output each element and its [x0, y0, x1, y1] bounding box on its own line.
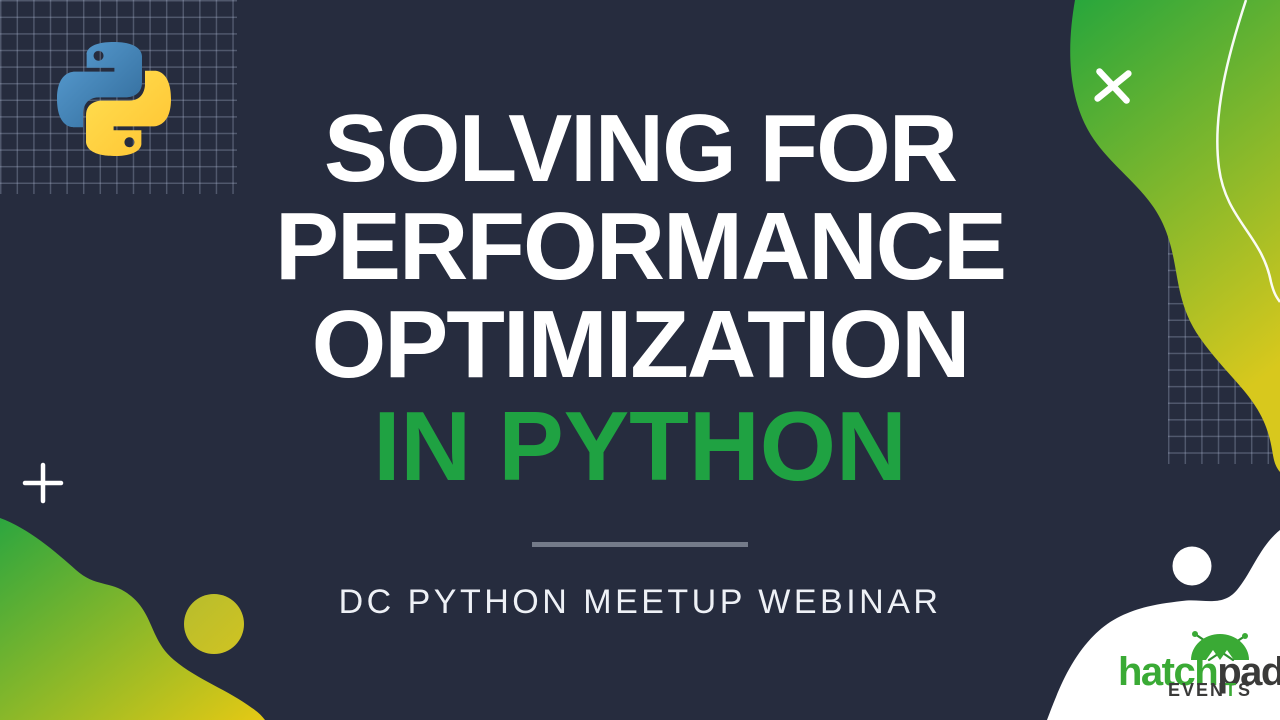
subtitle: DC PYTHON MEETUP WEBINAR — [338, 583, 942, 621]
olive-circle — [184, 594, 244, 654]
python-logo-icon — [57, 42, 171, 156]
title-line-2: PERFORMANCE — [274, 193, 1007, 300]
title-line-accent: IN PYTHON — [373, 391, 907, 501]
green-blob-bottom-left — [0, 518, 265, 720]
tagline-post: S — [1237, 680, 1252, 700]
white-blob-bottom-right — [1047, 530, 1280, 720]
x-mark-icon — [1094, 68, 1132, 104]
brand-word-pad: pad — [1217, 650, 1280, 694]
tagline-accent: T — [1224, 680, 1238, 700]
green-blob-top-right — [1070, 0, 1280, 472]
title-line-3: OPTIMIZATION — [311, 291, 971, 398]
divider-line — [532, 542, 748, 547]
hatchpad-bug-icon — [1191, 631, 1249, 662]
white-curve-line — [1216, 0, 1280, 303]
title-block: SOLVING FOR PERFORMANCE OPTIMIZATION IN … — [0, 95, 1280, 501]
white-dot — [1172, 546, 1212, 586]
plus-mark-icon — [22, 462, 64, 504]
hatchpad-logo: hatchpad EVENTS — [1118, 631, 1280, 720]
brand-tagline: EVENTS — [1118, 680, 1252, 701]
brand-wordmark: hatchpad — [1118, 652, 1280, 692]
brand-word-hatch: hatch — [1118, 650, 1219, 694]
title-line-1: SOLVING FOR — [323, 95, 958, 202]
tagline-pre: EVEN — [1167, 680, 1225, 700]
